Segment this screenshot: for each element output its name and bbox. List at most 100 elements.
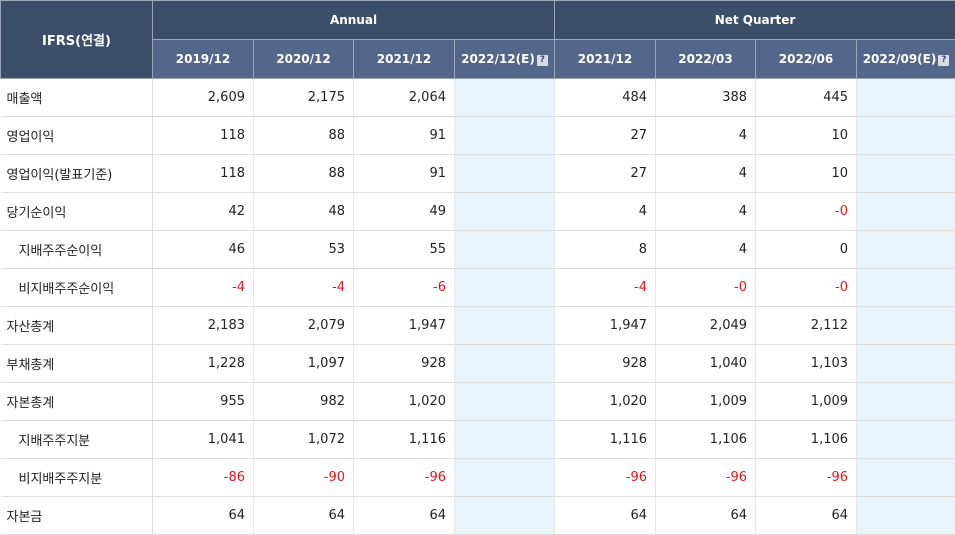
row-label: 부채총계 <box>1 345 153 383</box>
period-label: 2019/12 <box>176 52 230 66</box>
value-cell: 1,106 <box>656 421 756 459</box>
value-cell: 10 <box>756 155 857 193</box>
value-cell: 4 <box>656 231 756 269</box>
period-label: 2022/06 <box>779 52 833 66</box>
value-cell: 2,175 <box>254 79 354 117</box>
value-cell: 1,116 <box>354 421 455 459</box>
value-cell: 928 <box>555 345 656 383</box>
value-cell <box>455 459 555 497</box>
period-header: 2022/12(E)? <box>455 40 555 79</box>
value-cell: 118 <box>153 155 254 193</box>
row-label: 비지배주주지분 <box>1 459 153 497</box>
value-cell: 64 <box>153 497 254 535</box>
value-cell <box>455 421 555 459</box>
period-label: 2022/09(E) <box>863 52 937 66</box>
value-cell: 64 <box>656 497 756 535</box>
value-cell: 0 <box>756 231 857 269</box>
value-cell: 4 <box>656 117 756 155</box>
row-label: 영업이익(발표기준) <box>1 155 153 193</box>
help-icon[interactable]: ? <box>537 55 548 66</box>
value-cell: -96 <box>656 459 756 497</box>
row-label: 지배주주지분 <box>1 421 153 459</box>
value-cell <box>455 155 555 193</box>
period-header: 2021/12 <box>354 40 455 79</box>
value-cell <box>857 79 955 117</box>
value-cell <box>455 79 555 117</box>
row-label: 지배주주순이익 <box>1 231 153 269</box>
value-cell: 27 <box>555 117 656 155</box>
value-cell: -96 <box>756 459 857 497</box>
period-header: 2021/12 <box>555 40 656 79</box>
value-cell <box>857 345 955 383</box>
value-cell: 1,020 <box>354 383 455 421</box>
value-cell: 2,112 <box>756 307 857 345</box>
value-cell: 64 <box>756 497 857 535</box>
period-header: 2019/12 <box>153 40 254 79</box>
period-header: 2022/03 <box>656 40 756 79</box>
value-cell: 445 <box>756 79 857 117</box>
value-cell: 8 <box>555 231 656 269</box>
value-cell <box>455 345 555 383</box>
value-cell <box>455 383 555 421</box>
value-cell: -6 <box>354 269 455 307</box>
row-label: 영업이익 <box>1 117 153 155</box>
annual-group-header: Annual <box>153 1 555 40</box>
row-label: 자산총계 <box>1 307 153 345</box>
quarter-group-header: Net Quarter <box>555 1 955 40</box>
value-cell: 1,041 <box>153 421 254 459</box>
row-label: 자본총계 <box>1 383 153 421</box>
value-cell: 2,079 <box>254 307 354 345</box>
value-cell: 46 <box>153 231 254 269</box>
value-cell: 91 <box>354 155 455 193</box>
period-label: 2022/03 <box>678 52 732 66</box>
value-cell: 1,097 <box>254 345 354 383</box>
value-cell: 1,009 <box>656 383 756 421</box>
value-cell: 2,049 <box>656 307 756 345</box>
period-header: 2022/09(E)? <box>857 40 955 79</box>
value-cell: 49 <box>354 193 455 231</box>
value-cell <box>857 307 955 345</box>
value-cell: -4 <box>153 269 254 307</box>
value-cell: 1,009 <box>756 383 857 421</box>
value-cell: 1,103 <box>756 345 857 383</box>
value-cell: 982 <box>254 383 354 421</box>
value-cell: 1,040 <box>656 345 756 383</box>
table-row: 비지배주주지분-86-90-96-96-96-96 <box>1 459 955 497</box>
period-label: 2022/12(E) <box>461 52 535 66</box>
value-cell: 1,947 <box>555 307 656 345</box>
table-row: 비지배주주순이익-4-4-6-4-0-0 <box>1 269 955 307</box>
value-cell <box>857 117 955 155</box>
period-header: 2020/12 <box>254 40 354 79</box>
value-cell: 48 <box>254 193 354 231</box>
value-cell: 928 <box>354 345 455 383</box>
value-cell <box>857 231 955 269</box>
value-cell <box>857 459 955 497</box>
help-icon[interactable]: ? <box>938 55 949 66</box>
standard-header: IFRS(연결) <box>1 1 153 79</box>
value-cell: 2,609 <box>153 79 254 117</box>
value-cell: 1,106 <box>756 421 857 459</box>
value-cell: -4 <box>555 269 656 307</box>
value-cell <box>857 421 955 459</box>
value-cell: -96 <box>354 459 455 497</box>
header-row-groups: IFRS(연결) Annual Net Quarter <box>1 1 955 40</box>
value-cell: 42 <box>153 193 254 231</box>
value-cell: -0 <box>756 269 857 307</box>
value-cell: 4 <box>656 155 756 193</box>
value-cell: -0 <box>656 269 756 307</box>
value-cell: -0 <box>756 193 857 231</box>
value-cell: 1,947 <box>354 307 455 345</box>
value-cell <box>857 497 955 535</box>
value-cell <box>857 383 955 421</box>
value-cell: 64 <box>254 497 354 535</box>
value-cell <box>455 307 555 345</box>
value-cell: 118 <box>153 117 254 155</box>
